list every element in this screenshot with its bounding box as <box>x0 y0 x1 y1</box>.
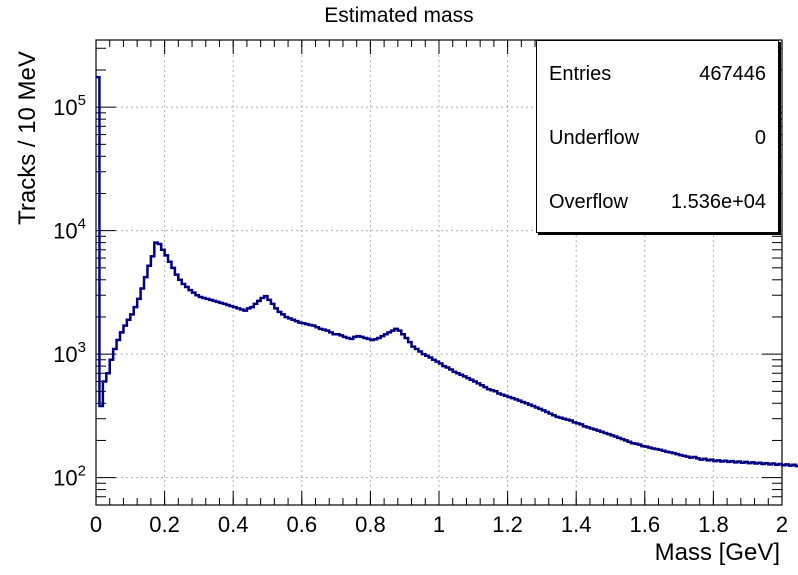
x-tick-label: 0.6 <box>287 512 318 537</box>
x-tick-label: 1.8 <box>698 512 729 537</box>
axis-ticks <box>95 40 783 506</box>
chart-title: Estimated mass <box>324 4 474 27</box>
x-tick-label: 1.4 <box>561 512 592 537</box>
stats-key: Entries <box>549 63 612 85</box>
y-axis-label: Tracks / 10 MeV <box>14 51 41 225</box>
y-tick-label: 105 <box>53 92 86 120</box>
x-tick-label: 1.6 <box>630 512 661 537</box>
y-tick-labels: 102 103 104 105 <box>53 92 86 490</box>
x-tick-label: 2 <box>776 512 788 537</box>
histogram-line <box>96 75 798 468</box>
x-tick-label: 0.2 <box>149 512 180 537</box>
y-tick-label: 104 <box>53 216 86 244</box>
stats-key: Underflow <box>549 127 640 149</box>
x-tick-labels: 0 0.2 0.4 0.6 0.8 1 1.2 1.4 1.6 1.8 2 <box>90 512 788 537</box>
stats-value: 1.536e+04 <box>670 191 766 213</box>
stats-value: 467446 <box>699 63 766 85</box>
stats-box: Entries 467446 Underflow 0 Overflow 1.53… <box>536 40 779 233</box>
stats-value: 0 <box>754 127 766 149</box>
x-tick-label: 0 <box>90 512 102 537</box>
x-tick-label: 1.2 <box>492 512 523 537</box>
x-tick-label: 0.8 <box>355 512 386 537</box>
x-tick-label: 0.4 <box>218 512 249 537</box>
y-tick-label: 103 <box>53 339 86 367</box>
x-tick-label: 1 <box>433 512 445 537</box>
y-tick-label: 102 <box>53 463 86 491</box>
stats-key: Overflow <box>549 191 628 213</box>
x-axis-label: Mass [GeV] <box>654 539 780 566</box>
